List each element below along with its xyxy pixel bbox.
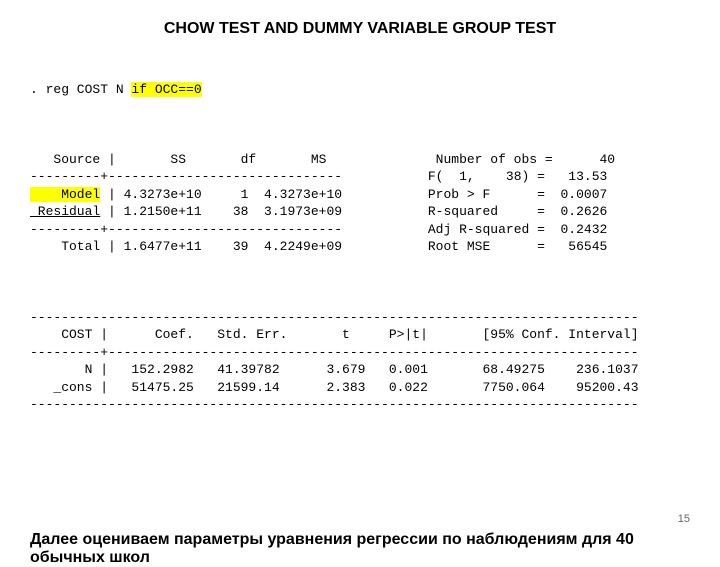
- anova-sep2: ---------+------------------------------: [30, 222, 342, 237]
- stat-adjr2: Adj R-squared = 0.2432: [342, 222, 607, 237]
- coef-topline: ----------------------------------------…: [30, 310, 639, 325]
- coef-bottomline: ----------------------------------------…: [30, 397, 639, 412]
- command-prefix: . reg COST N: [30, 82, 131, 97]
- stat-r2: R-squared = 0.2626: [342, 204, 607, 219]
- coef-header: COST | Coef. Std. Err. t P>|t| [95% Conf…: [30, 327, 639, 342]
- stat-nobs: Number of obs = 40: [350, 152, 615, 167]
- command-line: . reg COST N if OCC==0: [30, 81, 690, 99]
- residual-row: | 1.2150e+11 38 3.1973e+09: [100, 204, 342, 219]
- anova-sep1: ---------+------------------------------: [30, 169, 342, 184]
- stat-rmse: Root MSE = 56545: [342, 239, 607, 254]
- coef-row-n: N | 152.2982 41.39782 3.679 0.001 68.492…: [30, 362, 639, 377]
- model-row: | 4.3273e+10 1 4.3273e+10: [100, 187, 342, 202]
- command-condition: if OCC==0: [131, 82, 201, 97]
- model-label: Model: [30, 187, 100, 202]
- coef-row-cons: _cons | 51475.25 21599.14 2.383 0.022 77…: [30, 380, 639, 395]
- stat-f: F( 1, 38) = 13.53: [342, 169, 607, 184]
- blank-line-2: [30, 274, 690, 292]
- blank-line: [30, 116, 690, 134]
- stata-output: . reg COST N if OCC==0 Source | SS df MS…: [30, 63, 690, 431]
- page-number: 15: [678, 513, 690, 525]
- coef-sep: ---------+------------------------------…: [30, 345, 639, 360]
- footer-text: Далее оцениваем параметры уравнения регр…: [30, 531, 690, 567]
- coef-block: ----------------------------------------…: [30, 309, 690, 414]
- total-row: Total | 1.6477e+11 39 4.2249e+09: [30, 239, 342, 254]
- page-title: CHOW TEST AND DUMMY VARIABLE GROUP TEST: [30, 20, 690, 38]
- stat-probf: Prob > F = 0.0007: [342, 187, 607, 202]
- anova-block: Source | SS df MS Number of obs = 40 ---…: [30, 151, 690, 256]
- residual-label: Residual: [30, 204, 100, 219]
- anova-header: Source | SS df MS: [30, 152, 350, 167]
